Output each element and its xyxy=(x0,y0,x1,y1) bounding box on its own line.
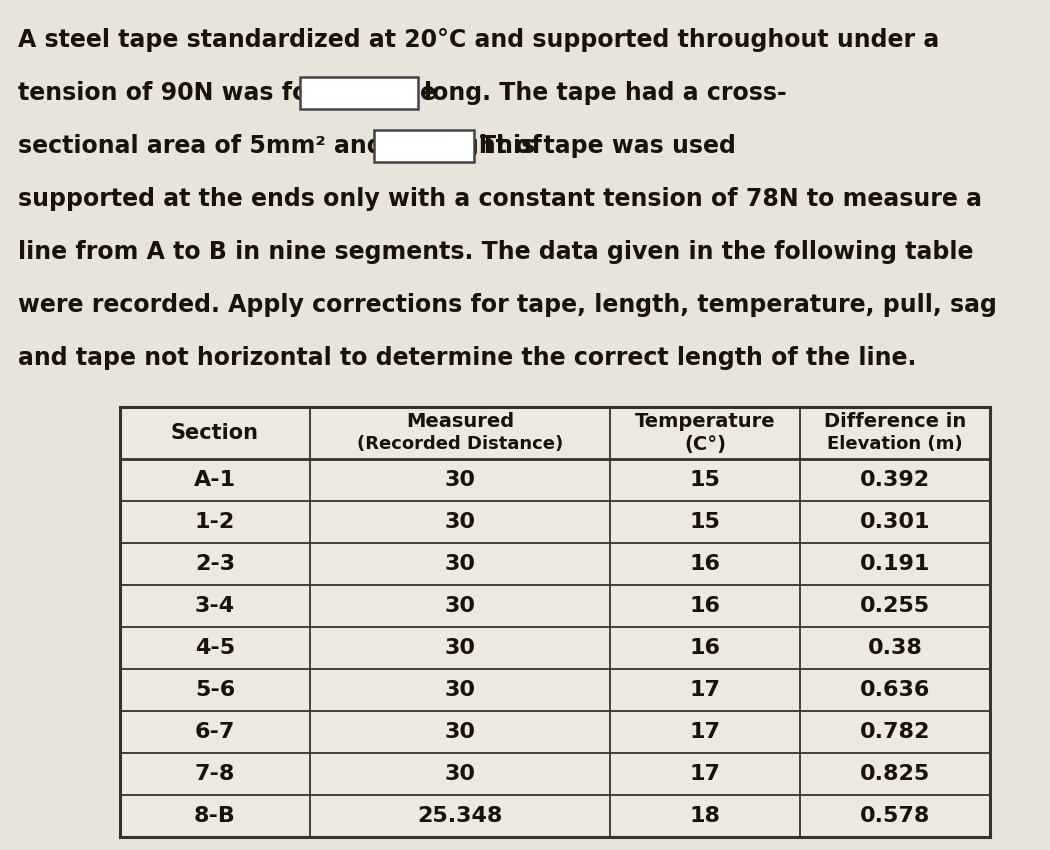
Text: 30: 30 xyxy=(444,512,476,532)
Text: 30: 30 xyxy=(444,764,476,784)
Text: Temperature: Temperature xyxy=(634,412,775,431)
Text: 5-6: 5-6 xyxy=(195,680,235,700)
Text: 30: 30 xyxy=(444,596,476,616)
Text: 17: 17 xyxy=(690,764,720,784)
Text: 15: 15 xyxy=(690,512,720,532)
Text: A steel tape standardized at 20°C and supported throughout under a: A steel tape standardized at 20°C and su… xyxy=(18,28,940,52)
Text: (C°): (C°) xyxy=(684,435,726,454)
Text: 17: 17 xyxy=(690,722,720,742)
Text: 0.578: 0.578 xyxy=(860,806,930,826)
Bar xyxy=(120,407,990,837)
Text: 15: 15 xyxy=(690,470,720,490)
Text: (Recorded Distance): (Recorded Distance) xyxy=(357,435,563,453)
Text: sectional area of 5mm² and a weight of: sectional area of 5mm² and a weight of xyxy=(18,134,542,158)
Text: 30: 30 xyxy=(444,470,476,490)
Text: 16: 16 xyxy=(690,554,720,574)
Text: supported at the ends only with a constant tension of 78N to measure a: supported at the ends only with a consta… xyxy=(18,187,982,211)
Text: 17: 17 xyxy=(690,680,720,700)
Text: 18: 18 xyxy=(690,806,720,826)
Text: were recorded. Apply corrections for tape, length, temperature, pull, sag: were recorded. Apply corrections for tap… xyxy=(18,293,996,317)
Text: This tape was used: This tape was used xyxy=(480,134,735,158)
Text: Elevation (m): Elevation (m) xyxy=(827,435,963,453)
Text: 0.782: 0.782 xyxy=(860,722,930,742)
Text: 30: 30 xyxy=(444,680,476,700)
Text: 30.377m: 30.377m xyxy=(304,83,414,103)
Text: long. The tape had a cross-: long. The tape had a cross- xyxy=(424,81,786,105)
Text: 30: 30 xyxy=(444,554,476,574)
Text: 7-8: 7-8 xyxy=(195,764,235,784)
Text: 4-5: 4-5 xyxy=(195,638,235,658)
Text: 8-B: 8-B xyxy=(194,806,236,826)
Text: 0.255: 0.255 xyxy=(860,596,930,616)
Text: 16: 16 xyxy=(690,638,720,658)
Text: 0.825: 0.825 xyxy=(860,764,930,784)
Text: 0.301: 0.301 xyxy=(860,512,930,532)
Bar xyxy=(374,130,474,162)
Text: 2-3: 2-3 xyxy=(195,554,235,574)
Text: Difference in: Difference in xyxy=(824,412,966,431)
Text: 16: 16 xyxy=(690,596,720,616)
Text: 0.38: 0.38 xyxy=(867,638,923,658)
Text: Measured: Measured xyxy=(406,412,514,431)
Text: 30: 30 xyxy=(444,638,476,658)
Text: line from A to B in nine segments. The data given in the following table: line from A to B in nine segments. The d… xyxy=(18,240,973,264)
Text: tension of 90N was found to be: tension of 90N was found to be xyxy=(18,81,436,105)
Text: 0.636: 0.636 xyxy=(860,680,930,700)
Text: 73g/m: 73g/m xyxy=(384,136,463,156)
Text: 30: 30 xyxy=(444,722,476,742)
Text: 6-7: 6-7 xyxy=(195,722,235,742)
Bar xyxy=(300,77,418,109)
Text: 0.392: 0.392 xyxy=(860,470,930,490)
Text: A-1: A-1 xyxy=(194,470,236,490)
Text: Section: Section xyxy=(171,423,259,443)
Text: 3-4: 3-4 xyxy=(195,596,235,616)
Text: 1-2: 1-2 xyxy=(195,512,235,532)
Text: 25.348: 25.348 xyxy=(417,806,503,826)
Text: 0.191: 0.191 xyxy=(860,554,930,574)
Text: and tape not horizontal to determine the correct length of the line.: and tape not horizontal to determine the… xyxy=(18,346,917,370)
